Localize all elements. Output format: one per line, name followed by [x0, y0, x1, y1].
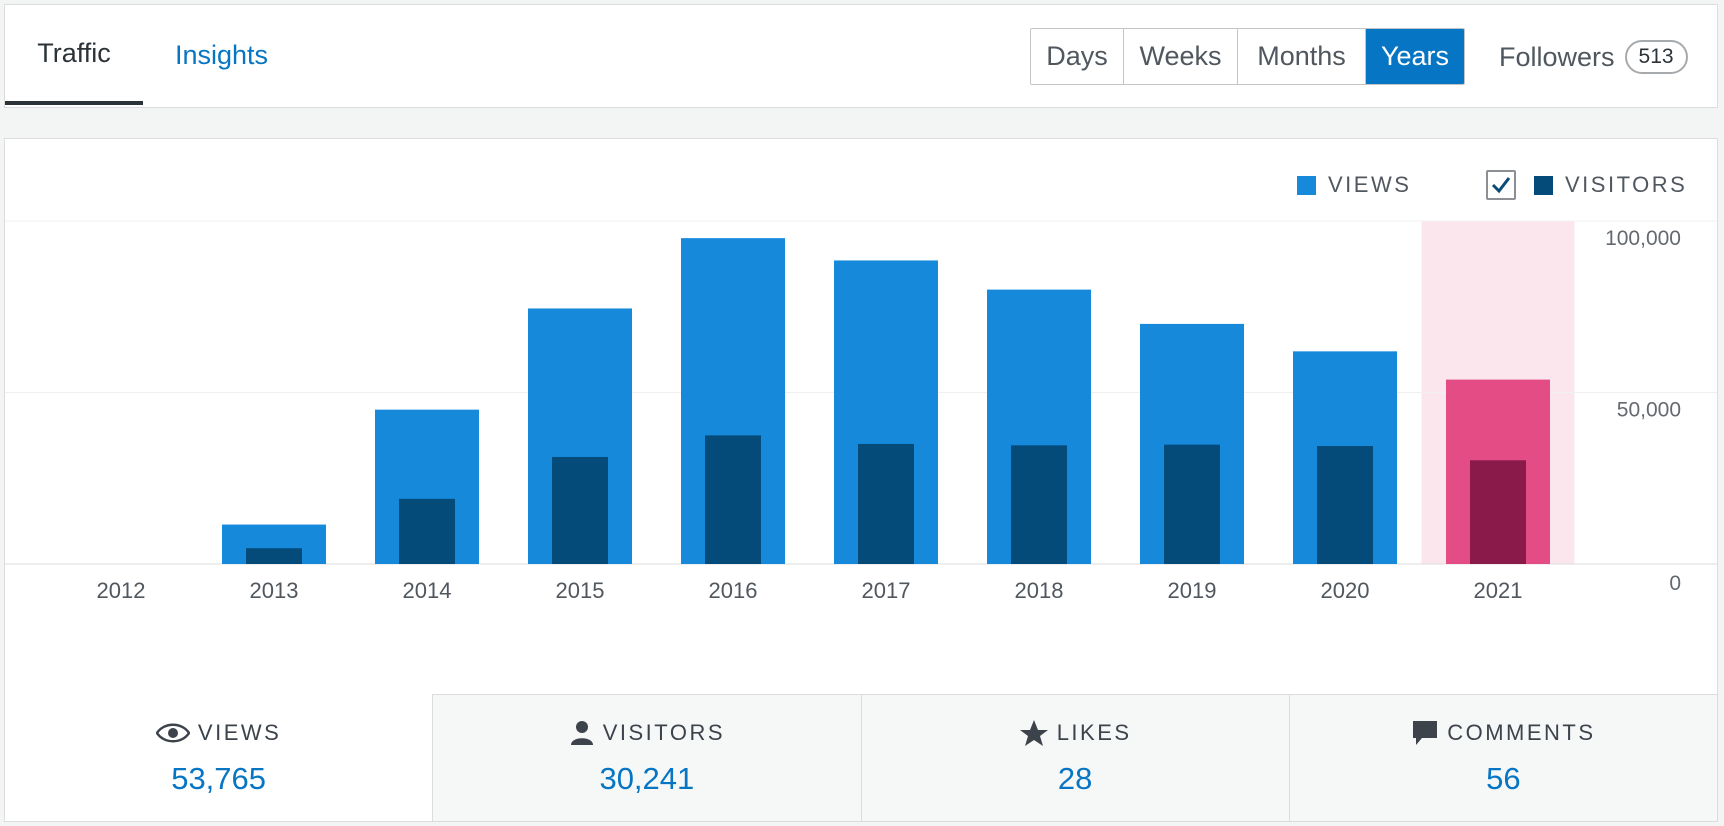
visitors-bar-2019: [1164, 444, 1220, 564]
tab-traffic[interactable]: Traffic: [5, 5, 143, 105]
stat-comments-label: COMMENTS: [1447, 720, 1596, 745]
period-selector: Days Weeks Months Years: [1030, 28, 1465, 85]
legend-views: VIEWS: [1297, 165, 1411, 205]
stats-summary: VIEWS 53,765 VISITORS 30,241 LIKES 28: [5, 694, 1717, 821]
chart-card: 2012 2013 2014 2015 2016 2017 2018 2019 2020 2021…: [4, 138, 1718, 822]
visitors-bar-2017: [858, 443, 914, 564]
visitors-bar-2021: [1470, 460, 1526, 564]
visitors-swatch: [1534, 175, 1553, 195]
bar-chart: 2012 2013 2014 2015 2016 2017 2018 2019 2020 2021…: [5, 220, 1717, 603]
y-tick-label: 100,000: [1605, 227, 1681, 250]
x-tick-label-2018: 2018: [1015, 578, 1064, 603]
x-tick-label-2017: 2017: [862, 578, 911, 603]
comment-icon: [1413, 721, 1438, 745]
period-days-button[interactable]: Days: [1031, 29, 1124, 84]
stat-likes-value: 28: [1057, 761, 1093, 796]
stat-views-label: VIEWS: [197, 720, 282, 745]
x-tick-label-2021: 2021: [1474, 578, 1523, 603]
visitors-bar-2018: [1011, 445, 1067, 564]
legend-visitors-label: VISITORS: [1565, 172, 1688, 197]
visitors-bar-2015: [552, 456, 608, 564]
stat-likes[interactable]: LIKES 28: [860, 695, 1289, 821]
legend-views-label: VIEWS: [1328, 172, 1412, 197]
visitors-bar-2014: [399, 498, 455, 564]
x-tick-label-2015: 2015: [556, 578, 605, 603]
tab-insights[interactable]: Insights: [175, 39, 269, 70]
stat-visitors-label: VISITORS: [602, 720, 726, 745]
x-tick-label-2012: 2012: [97, 578, 146, 603]
visitors-checkbox[interactable]: [1486, 170, 1516, 200]
visitors-bar-2013: [246, 548, 302, 564]
stat-likes-label: LIKES: [1056, 720, 1132, 745]
x-tick-label-2019: 2019: [1168, 578, 1217, 603]
star-icon: [1019, 720, 1048, 746]
followers-count-badge: 513: [1624, 40, 1688, 74]
period-weeks-button[interactable]: Weeks: [1124, 29, 1238, 84]
checkmark-icon: [1491, 177, 1511, 194]
stat-visitors-value: 30,241: [599, 761, 695, 796]
stat-views-value: 53,765: [171, 761, 267, 796]
stats-nav: Traffic Insights Days Weeks Months Years…: [4, 4, 1718, 108]
stat-comments[interactable]: COMMENTS 56: [1288, 695, 1717, 821]
y-tick-label: 50,000: [1617, 399, 1681, 422]
eye-icon: [155, 723, 190, 743]
stat-views[interactable]: VIEWS 53,765: [5, 694, 433, 821]
legend-visitors: VISITORS: [1486, 165, 1687, 205]
visitors-bar-2020: [1317, 446, 1373, 564]
views-swatch: [1297, 175, 1316, 195]
followers-label: Followers: [1499, 41, 1615, 72]
x-tick-label-2013: 2013: [250, 578, 299, 603]
stat-visitors[interactable]: VISITORS 30,241: [432, 695, 861, 821]
x-tick-label-2014: 2014: [403, 578, 452, 603]
x-tick-label-2016: 2016: [709, 578, 758, 603]
period-months-button[interactable]: Months: [1238, 29, 1366, 84]
followers-link[interactable]: Followers 513: [1499, 33, 1688, 81]
x-tick-label-2020: 2020: [1321, 578, 1370, 603]
period-years-button[interactable]: Years: [1366, 29, 1464, 84]
visitors-bar-2016: [705, 435, 761, 564]
y-tick-label: 0: [1669, 572, 1681, 595]
stat-comments-value: 56: [1486, 761, 1521, 796]
person-icon: [570, 721, 593, 745]
